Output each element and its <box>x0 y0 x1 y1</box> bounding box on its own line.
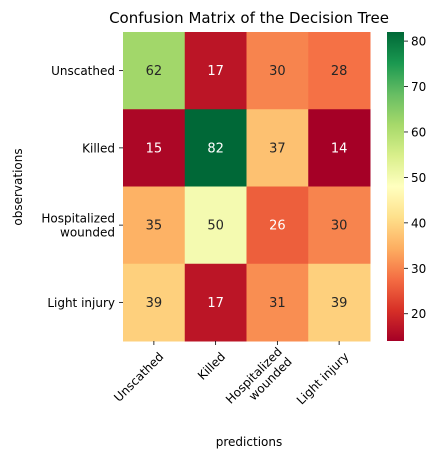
cell-value-label: 14 <box>331 141 348 156</box>
chart-title: Confusion Matrix of the Decision Tree <box>109 9 389 27</box>
heatmap-cell <box>308 32 371 110</box>
heatmap-cell <box>123 32 186 110</box>
cell-value-label: 26 <box>269 219 286 234</box>
heatmap-cell <box>246 186 309 265</box>
heatmap-cell <box>123 263 186 342</box>
y-tick-label: Light injury <box>47 296 115 310</box>
heatmap-cell <box>123 186 186 265</box>
x-tick-label: Unscathed <box>111 350 166 405</box>
y-tick-label: Hospitalized wounded <box>41 212 115 240</box>
cell-value-label: 62 <box>146 64 163 79</box>
cell-value-label: 50 <box>207 219 224 234</box>
colorbar-ticks: 20 30 40 50 60 70 80 <box>404 35 426 321</box>
heatmap-cell <box>184 186 247 265</box>
colorbar-tick-label: 60 <box>411 125 426 139</box>
heatmap-cell <box>308 109 371 187</box>
cell-value-label: 39 <box>146 296 163 311</box>
cell-value-label: 15 <box>146 141 163 156</box>
cell-value-label: 30 <box>331 219 348 234</box>
colorbar-tick-label: 40 <box>411 216 426 230</box>
cell-value-label: 30 <box>269 64 286 79</box>
cell-value-label: 37 <box>269 141 286 156</box>
colorbar-tick-label: 30 <box>411 262 426 276</box>
heatmap-cell <box>246 32 309 110</box>
heatmap-cell <box>308 186 371 265</box>
cell-value-label: 35 <box>146 219 163 234</box>
cell-value-label: 28 <box>331 64 348 79</box>
heatmap-cell <box>184 32 247 110</box>
cell-value-label: 39 <box>331 296 348 311</box>
colorbar-tick-label: 20 <box>411 307 426 321</box>
heatmap-cell <box>123 109 186 187</box>
x-axis-label: predictions <box>216 435 282 449</box>
cell-value-label: 17 <box>207 64 224 79</box>
heatmap-cell <box>184 109 247 187</box>
heatmap-cell <box>308 263 371 342</box>
y-tick-label: Killed <box>82 141 115 155</box>
cell-value-label: 31 <box>269 296 286 311</box>
x-tick-label: Light injury <box>294 350 352 408</box>
cell-value-label: 17 <box>207 296 224 311</box>
x-tick-label: Killed <box>195 350 228 383</box>
colorbar <box>387 32 404 341</box>
heatmap-cells: 62 17 30 28 15 82 37 14 35 50 26 30 39 17 31 39 <box>123 32 371 342</box>
y-tick-label: Unscathed <box>51 64 115 78</box>
colorbar-tick-label: 80 <box>411 35 426 49</box>
colorbar-tick-label: 50 <box>411 171 426 185</box>
cell-value-label: 82 <box>207 141 224 156</box>
x-tick-label: Hospitalizedwounded <box>223 345 295 417</box>
y-axis-label: observations <box>11 148 25 225</box>
heatmap-cell <box>246 263 309 342</box>
heatmap-cell <box>246 109 309 187</box>
y-tick-labels: Unscathed Killed Hospitalized wounded Light … <box>41 64 123 310</box>
colorbar-tick-label: 70 <box>411 80 426 94</box>
heatmap-cell <box>184 263 247 342</box>
